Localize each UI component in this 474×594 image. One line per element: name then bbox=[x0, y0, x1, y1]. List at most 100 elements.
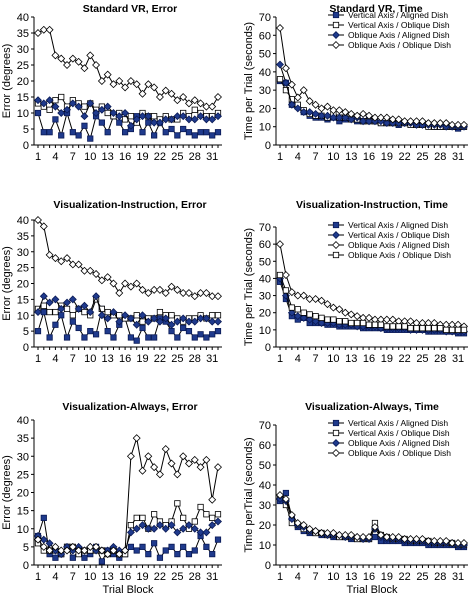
data-point bbox=[179, 93, 188, 101]
x-tick-label: 4 bbox=[295, 571, 301, 583]
x-tick-label: 16 bbox=[363, 353, 375, 365]
data-point bbox=[74, 102, 83, 111]
data-point bbox=[86, 266, 95, 275]
x-tick-label: 16 bbox=[363, 571, 375, 583]
x-tick-label: 28 bbox=[189, 571, 201, 583]
data-point bbox=[179, 289, 188, 297]
data-point bbox=[174, 500, 181, 507]
data-point bbox=[173, 528, 182, 537]
data-point bbox=[305, 108, 314, 117]
data-point bbox=[191, 518, 198, 525]
data-point bbox=[365, 533, 373, 541]
data-point bbox=[115, 550, 124, 559]
data-point bbox=[335, 106, 344, 115]
legend-marker bbox=[332, 11, 340, 19]
data-point bbox=[460, 120, 468, 129]
chart-title: Visualization-Instruction, Error bbox=[53, 199, 206, 211]
data-point bbox=[161, 524, 170, 533]
x-tick-label: 10 bbox=[84, 571, 96, 583]
x-tick-label: 22 bbox=[399, 353, 411, 365]
data-point bbox=[40, 302, 47, 309]
x-tick-label: 13 bbox=[102, 151, 114, 163]
data-point bbox=[150, 524, 159, 533]
data-point bbox=[371, 113, 379, 122]
data-point bbox=[209, 331, 216, 338]
legend-marker bbox=[332, 429, 340, 437]
legend-label: Oblique Axis / Oblique Dish bbox=[348, 448, 451, 458]
x-tick-label: 16 bbox=[119, 353, 131, 365]
x-tick-label: 1 bbox=[277, 151, 283, 163]
data-point bbox=[144, 452, 153, 461]
data-point bbox=[121, 311, 130, 320]
legend-label: Oblique Axis / Aligned Dish bbox=[348, 240, 450, 250]
data-point bbox=[51, 295, 60, 304]
data-point bbox=[116, 119, 123, 126]
data-point bbox=[330, 316, 337, 323]
data-point bbox=[161, 289, 170, 297]
x-tick-label: 28 bbox=[434, 353, 446, 365]
legend-marker bbox=[332, 21, 340, 29]
y-tick-label: 70 bbox=[259, 222, 271, 234]
series-3 bbox=[276, 240, 468, 331]
chart-panel-1: Standard VR, Error 0 5 10 15 20 25 30 35 40 1 4 7 10 1… bbox=[1, 3, 222, 163]
data-point bbox=[341, 308, 350, 317]
data-point bbox=[317, 111, 326, 120]
x-tick-label: 25 bbox=[171, 151, 183, 163]
x-tick-label: 7 bbox=[70, 353, 76, 365]
data-point bbox=[276, 76, 284, 83]
data-point bbox=[294, 306, 301, 313]
data-point bbox=[173, 317, 182, 326]
chart-title: Visualization-Always, Error bbox=[62, 401, 197, 413]
data-point bbox=[167, 320, 176, 329]
data-point bbox=[418, 535, 427, 543]
data-point bbox=[305, 315, 314, 324]
data-point bbox=[359, 319, 367, 327]
chart-title: Standard VR, Time bbox=[329, 3, 422, 15]
data-point bbox=[335, 531, 344, 539]
data-point bbox=[57, 304, 66, 313]
data-point bbox=[126, 121, 135, 130]
data-point bbox=[185, 521, 193, 530]
data-point bbox=[209, 132, 216, 139]
data-point bbox=[151, 334, 158, 341]
chart-panel-5: Visualization-Always, Error 0 5 10 15 20 25 30 3… bbox=[1, 401, 222, 594]
data-point bbox=[92, 109, 101, 117]
data-point bbox=[179, 452, 188, 461]
data-point bbox=[214, 112, 222, 121]
y-tick-label: 60 bbox=[259, 440, 271, 452]
y-tick-label: 20 bbox=[17, 488, 29, 500]
data-point bbox=[389, 323, 396, 330]
data-point bbox=[126, 282, 135, 291]
data-point bbox=[287, 80, 296, 89]
data-point bbox=[347, 310, 356, 319]
legend-marker bbox=[332, 41, 340, 49]
data-point bbox=[196, 289, 205, 297]
y-tick-label: 35 bbox=[17, 433, 29, 445]
x-tick-label: 10 bbox=[327, 353, 339, 365]
y-tick-label: 40 bbox=[17, 12, 29, 24]
data-point bbox=[69, 129, 76, 136]
y-tick-label: 60 bbox=[259, 239, 271, 251]
data-point bbox=[34, 328, 42, 335]
data-point bbox=[208, 495, 217, 504]
y-tick-label: 30 bbox=[259, 85, 271, 97]
data-point bbox=[311, 317, 320, 326]
data-point bbox=[202, 102, 211, 111]
data-point bbox=[161, 314, 170, 323]
data-point bbox=[45, 25, 54, 34]
x-tick-label: 31 bbox=[452, 353, 464, 365]
data-point bbox=[443, 326, 450, 333]
data-point bbox=[318, 314, 325, 321]
data-point bbox=[103, 102, 112, 111]
data-point bbox=[86, 51, 95, 60]
data-point bbox=[424, 537, 433, 545]
data-point bbox=[174, 551, 181, 558]
data-point bbox=[52, 116, 59, 123]
data-point bbox=[406, 535, 415, 543]
series-4 bbox=[34, 216, 222, 301]
data-point bbox=[144, 317, 153, 326]
data-point bbox=[174, 132, 181, 139]
data-point bbox=[299, 521, 308, 529]
y-axis-label: Time perTrial (seconds) bbox=[243, 437, 255, 552]
y-tick-label: 15 bbox=[17, 294, 29, 306]
